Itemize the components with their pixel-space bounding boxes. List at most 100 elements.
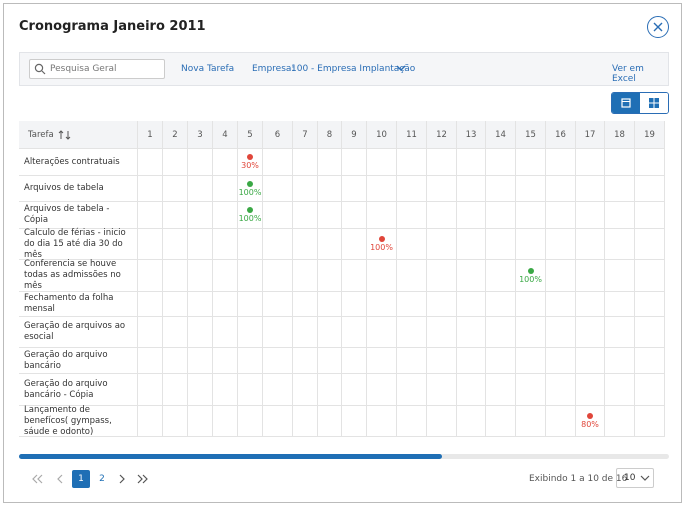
day-cell: [635, 374, 665, 406]
search-input[interactable]: Pesquisa Geral: [29, 59, 165, 79]
day-cell: [486, 149, 516, 176]
day-cell: [605, 149, 635, 176]
day-cell: [367, 406, 397, 437]
day-cell: [138, 374, 163, 406]
day-cell: [486, 406, 516, 437]
day-cell: [138, 149, 163, 176]
day-cell: [367, 292, 397, 317]
day-cell: [188, 176, 213, 202]
progress-marker: 80%: [576, 413, 604, 429]
task-header-label: Tarefa: [28, 129, 54, 140]
day-cell: [635, 202, 665, 229]
day-cell: [238, 260, 263, 292]
progress-label: 80%: [581, 420, 599, 429]
page-button[interactable]: 1: [72, 470, 90, 488]
next-page-button[interactable]: [118, 474, 126, 484]
day-header: 4: [213, 121, 238, 149]
day-cell: [367, 202, 397, 229]
day-cell: [457, 149, 486, 176]
day-cell: [427, 176, 457, 202]
dropdown-icon: [396, 65, 406, 71]
day-cell: [486, 317, 516, 348]
day-cell: [188, 317, 213, 348]
day-cell: [605, 374, 635, 406]
day-cell: [397, 374, 427, 406]
day-cell: [213, 317, 238, 348]
day-cell: [397, 406, 427, 437]
day-header: 13: [457, 121, 486, 149]
day-cell: [293, 374, 318, 406]
day-cell: [342, 317, 367, 348]
export-link[interactable]: Ver em Excel: [612, 64, 644, 84]
prev-page-button[interactable]: [56, 474, 64, 484]
scrollbar-thumb[interactable]: [19, 454, 442, 459]
day-cell: [457, 229, 486, 260]
close-icon: [653, 22, 663, 32]
day-cell: [367, 348, 397, 374]
day-cell: [605, 202, 635, 229]
day-cell: [605, 348, 635, 374]
day-cell: [516, 406, 546, 437]
calendar-icon: [621, 98, 631, 108]
scrollbar[interactable]: [19, 454, 669, 459]
day-cell: [342, 292, 367, 317]
new-task-link[interactable]: Nova Tarefa: [181, 64, 235, 74]
calendar-view-button[interactable]: [612, 93, 640, 113]
day-cell: [635, 317, 665, 348]
day-cell: [138, 317, 163, 348]
day-cell: [427, 348, 457, 374]
day-cell: [263, 348, 293, 374]
day-cell: [516, 317, 546, 348]
day-cell: 100%: [516, 260, 546, 292]
sort-icon[interactable]: [58, 129, 72, 140]
day-cell: [342, 260, 367, 292]
day-cell: [427, 202, 457, 229]
task-header[interactable]: Tarefa: [19, 121, 138, 149]
day-cell: [427, 229, 457, 260]
company-select[interactable]: 100 - Empresa Implantação: [291, 64, 416, 74]
company-label: Empresa:: [252, 64, 295, 74]
day-header: 11: [397, 121, 427, 149]
grid-view-button[interactable]: [640, 93, 668, 113]
day-header: 16: [546, 121, 576, 149]
progress-marker: 100%: [238, 207, 262, 223]
day-cell: [635, 260, 665, 292]
day-cell: [238, 406, 263, 437]
page-button[interactable]: 2: [93, 470, 111, 488]
day-cell: [397, 149, 427, 176]
day-header: 3: [188, 121, 213, 149]
day-cell: [397, 292, 427, 317]
day-cell: [342, 202, 367, 229]
day-cell: [516, 229, 546, 260]
day-cell: [516, 202, 546, 229]
first-page-button[interactable]: [32, 474, 44, 484]
day-cell: 30%: [238, 149, 263, 176]
day-cell: [342, 176, 367, 202]
day-cell: [188, 348, 213, 374]
last-page-button[interactable]: [137, 474, 149, 484]
page-size-icon: [640, 475, 650, 481]
day-header: 7: [293, 121, 318, 149]
day-cell: [188, 292, 213, 317]
day-cell: [318, 292, 342, 317]
day-cell: [342, 229, 367, 260]
day-cell: [238, 374, 263, 406]
progress-label: 30%: [241, 161, 259, 170]
day-cell: [605, 229, 635, 260]
close-button[interactable]: [647, 16, 669, 38]
status-dot: [587, 413, 593, 419]
progress-marker: 100%: [238, 180, 262, 197]
day-cell: [367, 260, 397, 292]
day-cell: [263, 317, 293, 348]
day-cell: [457, 292, 486, 317]
day-cell: [427, 149, 457, 176]
day-cell: [293, 229, 318, 260]
day-cell: [238, 292, 263, 317]
day-cell: 80%: [576, 406, 605, 437]
task-name: Geração do arquivo bancário - Cópia: [19, 374, 138, 406]
progress-marker: 100%: [516, 267, 545, 284]
day-cell: [427, 374, 457, 406]
page-size-select[interactable]: 10: [616, 468, 654, 488]
day-cell: [342, 374, 367, 406]
day-cell: [605, 317, 635, 348]
